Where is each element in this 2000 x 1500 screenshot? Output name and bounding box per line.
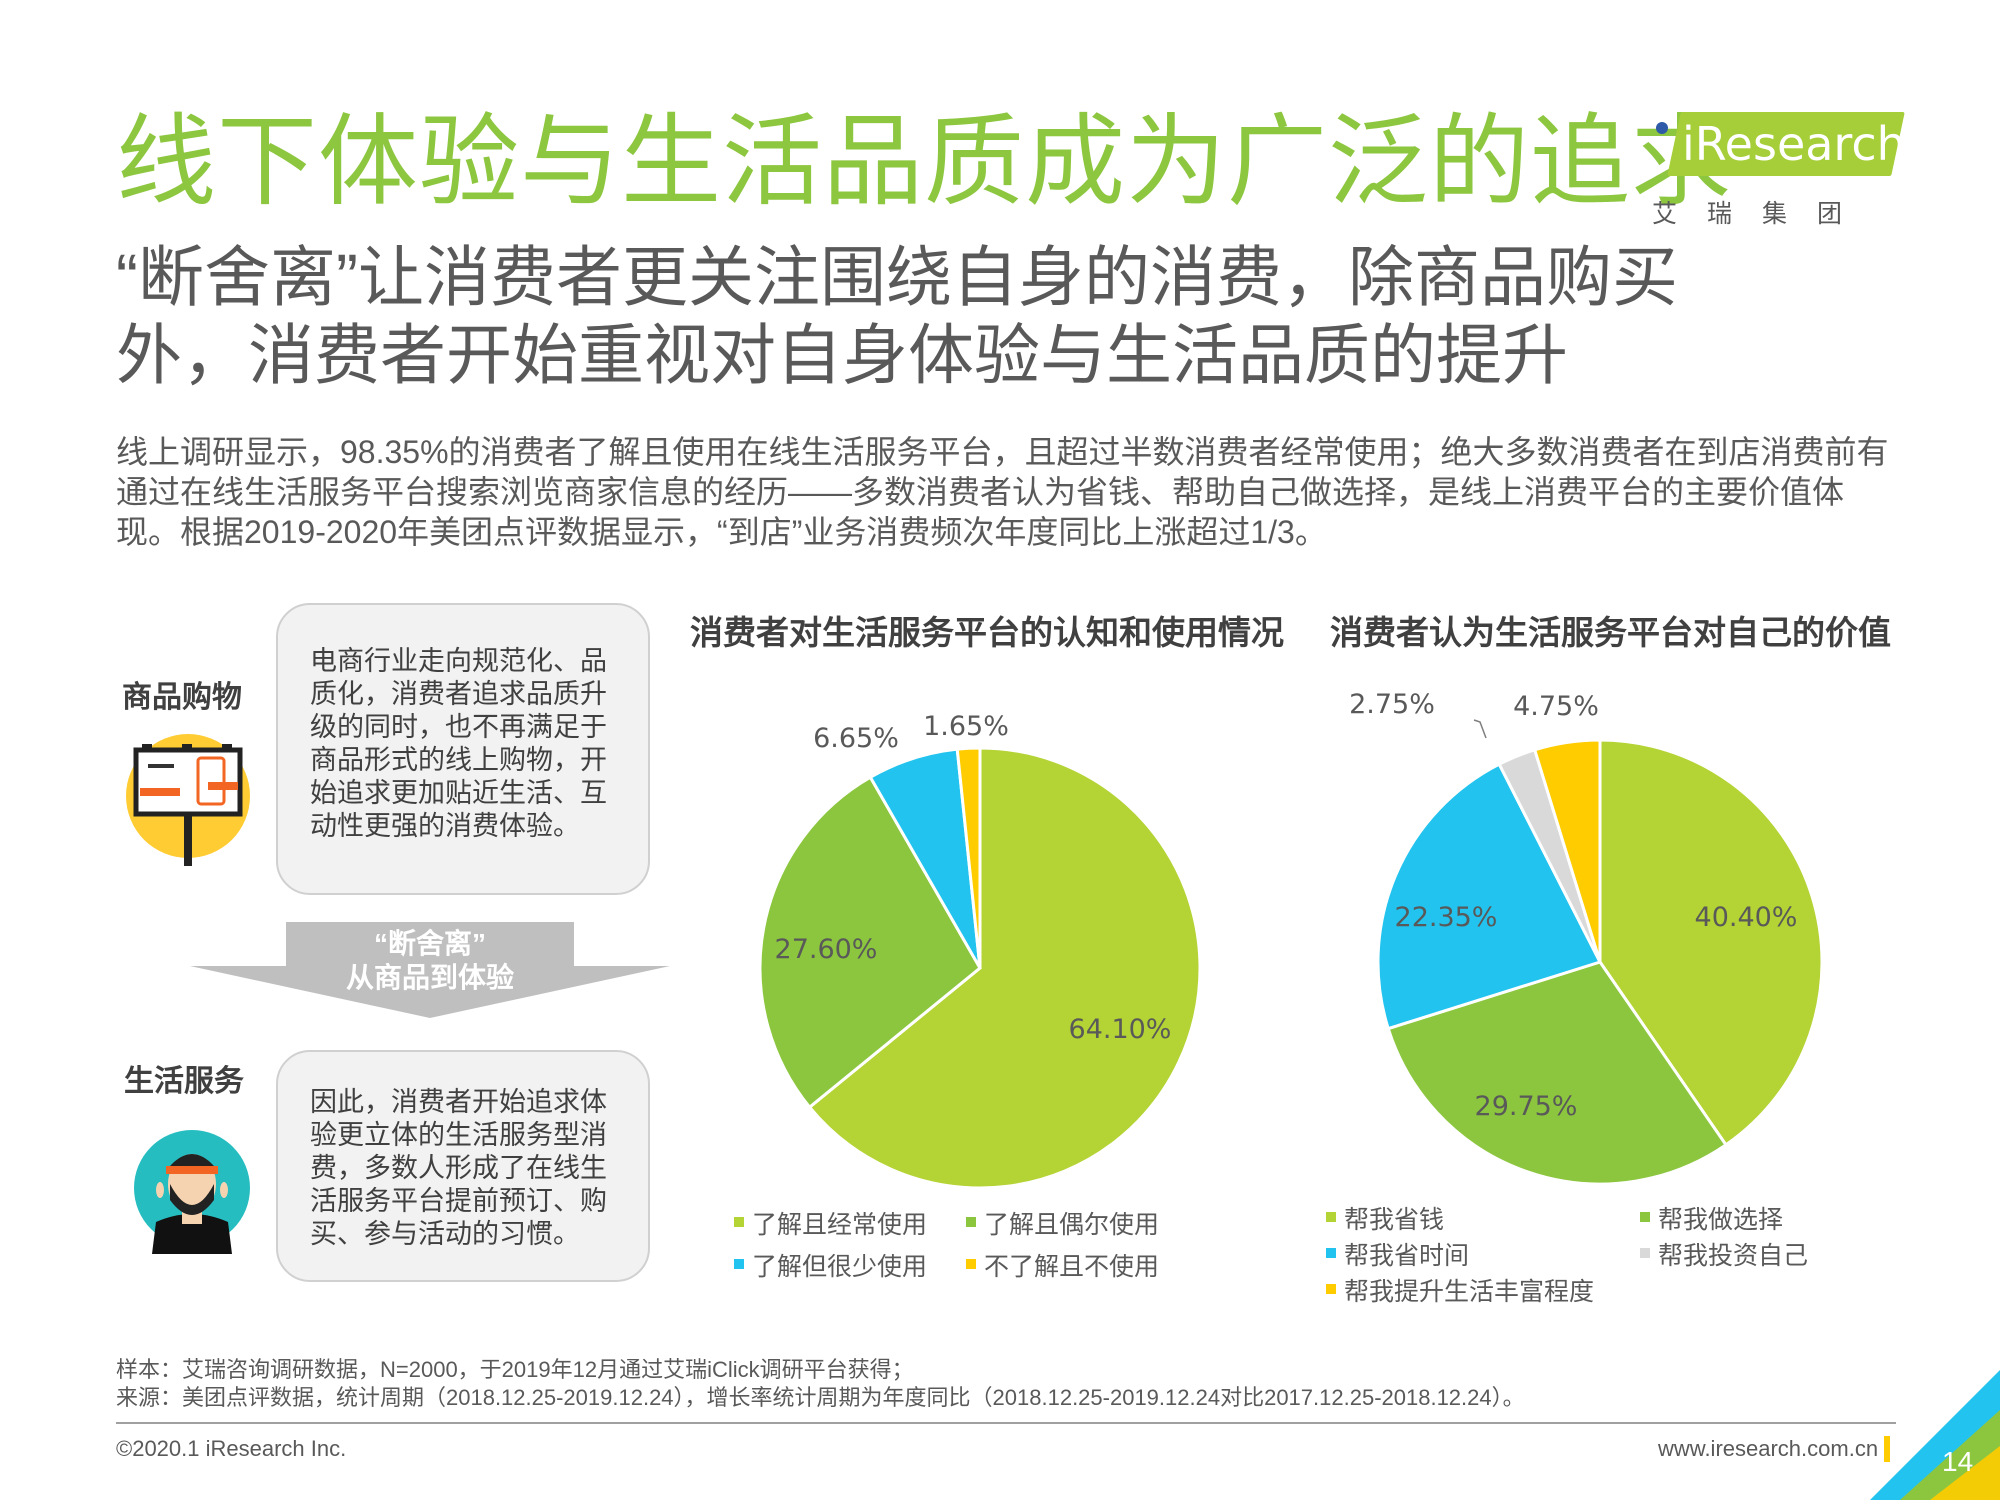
legend-swatch <box>1640 1248 1650 1258</box>
legend-swatch <box>966 1217 976 1227</box>
service-label: 生活服务 <box>124 1065 244 1098</box>
page-title: 线下体验与生活品质成为广泛的追求 <box>116 106 1732 218</box>
source-note: 来源：美团点评数据，统计周期（2018.12.25-2019.12.24），增长… <box>116 1385 1525 1410</box>
legend-label: 帮我提升生活丰富程度 <box>1344 1278 1595 1306</box>
leader-line <box>1473 719 1487 739</box>
legend-swatch <box>1326 1248 1336 1258</box>
legend-label: 帮我投资自己 <box>1658 1242 1809 1270</box>
legend-swatch <box>1326 1212 1336 1222</box>
data-label: 29.75% <box>1475 1091 1578 1122</box>
subtitle-line-1: “断舍离”让消费者更关注围绕自身的消费，除商品购买 <box>116 240 1678 314</box>
legend-swatch <box>734 1217 744 1227</box>
chart2-title: 消费者认为生活服务平台对自己的价值 <box>1330 614 1891 651</box>
data-label: 22.35% <box>1395 902 1498 933</box>
legend-label: 帮我省钱 <box>1344 1206 1445 1234</box>
footer-accent-bar <box>1884 1436 1890 1462</box>
chart2-pie: 40.40% 29.75% 22.35% 2.75% 4.75% <box>1349 689 1824 1186</box>
chart2-legend-item: 帮我省时间 <box>1326 1236 1469 1272</box>
legend-swatch <box>734 1259 744 1269</box>
data-label: 2.75% <box>1349 689 1435 720</box>
legend-label: 了解且经常使用 <box>752 1211 928 1239</box>
page-number: 14 <box>1942 1446 1974 1477</box>
corner-decoration <box>1870 1370 2000 1500</box>
chart1-legend: 了解且经常使用 了解且偶尔使用 了解但很少使用 不了解且不使用 <box>734 1205 1214 1295</box>
goods-text-bubble: 电商行业走向规范化、品质化，消费者追求品质升级的同时，也不再满足于商品形式的线上… <box>276 603 650 895</box>
pie-slice <box>807 746 1202 1190</box>
data-label: 6.65% <box>813 723 899 754</box>
chart1-legend-item: 了解且经常使用 <box>734 1205 927 1241</box>
logo-dot-icon <box>1656 122 1668 134</box>
arrow-text-line-1: “断舍离” <box>373 928 486 959</box>
billboard-icon <box>124 730 252 866</box>
sample-note: 样本：艾瑞咨询调研数据，N=2000，于2019年12月通过艾瑞iClick调研… <box>116 1357 914 1382</box>
goods-label: 商品购物 <box>122 681 242 714</box>
chart2-legend-item: 帮我提升生活丰富程度 <box>1326 1272 1594 1308</box>
data-label: 4.75% <box>1513 691 1599 722</box>
legend-label: 帮我省时间 <box>1344 1242 1470 1270</box>
pie-slice <box>1386 960 1729 1186</box>
data-label: 1.65% <box>923 711 1009 742</box>
chart2-legend: 帮我省钱 帮我做选择 帮我省时间 帮我投资自己 帮我提升生活丰富程度 <box>1326 1200 1886 1310</box>
chart1-title: 消费者对生活服务平台的认知和使用情况 <box>690 614 1284 651</box>
pie-slice <box>1532 738 1602 963</box>
person-icon <box>130 1126 254 1254</box>
legend-swatch <box>1326 1284 1336 1294</box>
data-label: 40.40% <box>1695 902 1798 933</box>
legend-label: 了解但很少使用 <box>752 1253 928 1281</box>
data-label: 27.60% <box>775 934 878 965</box>
legend-label: 不了解且不使用 <box>984 1253 1160 1281</box>
legend-label: 帮我做选择 <box>1658 1206 1784 1234</box>
arrow-text-line-2: 从商品到体验 <box>345 962 514 993</box>
chart1-legend-item: 了解且偶尔使用 <box>966 1205 1159 1241</box>
chart2-legend-item: 帮我投资自己 <box>1640 1236 1808 1272</box>
legend-swatch <box>1640 1212 1650 1222</box>
pie-slice <box>1598 738 1824 1147</box>
data-label: 64.10% <box>1069 1014 1172 1045</box>
subtitle-line-2: 外，消费者开始重视对自身体验与生活品质的提升 <box>116 318 1568 392</box>
iresearch-logo: iResearch 艾瑞集团 <box>1652 106 1906 228</box>
pie-slice <box>955 746 982 969</box>
logo-cn-text: 艾瑞集团 <box>1652 200 1873 228</box>
website-link[interactable]: www.iresearch.com.cn <box>1658 1436 1879 1461</box>
legend-swatch <box>966 1259 976 1269</box>
service-text-bubble: 因此，消费者开始追求体验更立体的生活服务型消费，多数人形成了在线生活服务平台提前… <box>276 1050 650 1282</box>
chart2-legend-item: 帮我省钱 <box>1326 1200 1444 1236</box>
pie-slice <box>1376 762 1603 1031</box>
footer-divider <box>116 1422 1896 1424</box>
chart1-legend-item: 了解但很少使用 <box>734 1247 927 1283</box>
logo-text: iResearch <box>1682 117 1906 171</box>
pie-slice <box>758 775 982 1110</box>
chart2-legend-item: 帮我做选择 <box>1640 1200 1783 1236</box>
chart1-legend-item: 不了解且不使用 <box>966 1247 1159 1283</box>
legend-label: 了解且偶尔使用 <box>984 1211 1160 1239</box>
chart1-pie: 64.10% 27.60% 6.65% 1.65% <box>758 711 1202 1190</box>
transition-arrow: “断舍离” 从商品到体验 <box>190 922 670 1018</box>
intro-paragraph: 线上调研显示，98.35%的消费者了解且使用在线生活服务平台，且超过半数消费者经… <box>116 434 1889 550</box>
copyright: ©2020.1 iResearch Inc. <box>116 1436 347 1461</box>
